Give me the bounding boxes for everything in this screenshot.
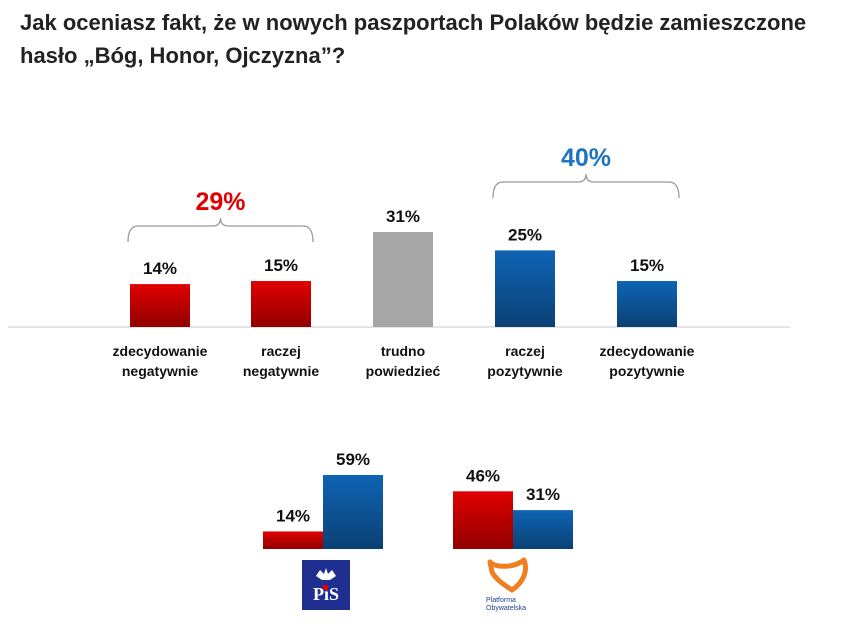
pis-eagle-icon: [316, 568, 336, 580]
chart-title: Jak oceniasz fakt, że w nowych paszporta…: [20, 6, 845, 72]
group-total-label-1: 40%: [561, 144, 611, 172]
po-logo-text-1: Platforma: [486, 597, 516, 604]
title-line-1: Jak oceniasz fakt, że w nowych paszporta…: [20, 10, 807, 35]
category-label-2-0: trudno: [381, 343, 425, 359]
party-bar-0-1: [323, 475, 383, 549]
category-label-2-1: powiedzieć: [366, 363, 441, 379]
party-bar-0-0: [263, 531, 323, 549]
pis-logo: PiS: [302, 560, 350, 610]
category-label-4-1: pozytywnie: [609, 363, 685, 379]
bar-value-label-3: 25%: [508, 225, 542, 244]
party-bar-value-label-1-0: 46%: [466, 466, 500, 485]
bar-value-label-1: 15%: [264, 256, 298, 275]
bar-4: [617, 281, 677, 327]
party-bar-1-1: [513, 510, 573, 549]
category-label-3-0: raczej: [505, 343, 545, 359]
category-label-0-1: negatywnie: [122, 363, 198, 379]
po-heart-icon: [487, 557, 528, 593]
title-line-2: hasło „Bóg, Honor, Ojczyzna”?: [20, 43, 346, 68]
po-logo-text-2: Obywatelska: [486, 605, 526, 612]
category-label-3-1: pozytywnie: [487, 363, 563, 379]
party-bar-value-label-0-1: 59%: [336, 450, 370, 469]
bar-2: [373, 232, 433, 327]
category-label-4-0: zdecydowanie: [600, 343, 695, 359]
party-bar-value-label-1-1: 31%: [526, 485, 560, 504]
category-label-1-0: raczej: [261, 343, 301, 359]
bar-value-label-2: 31%: [386, 207, 420, 226]
group-brace-1: [492, 173, 680, 199]
category-label-1-1: negatywnie: [243, 363, 319, 379]
bar-1: [251, 281, 311, 327]
group-brace-0: [127, 217, 314, 243]
bar-value-label-4: 15%: [630, 256, 664, 275]
party-bar-value-label-0-0: 14%: [276, 506, 310, 525]
bar-value-label-0: 14%: [143, 259, 177, 278]
category-label-0-0: zdecydowanie: [113, 343, 208, 359]
party-bar-1-0: [453, 491, 513, 549]
group-total-label-0: 29%: [195, 188, 245, 216]
pis-logo-text: PiS: [313, 584, 339, 604]
bar-0: [130, 284, 190, 327]
po-logo: Platforma Obywatelska: [478, 556, 544, 614]
bar-3: [495, 250, 555, 327]
